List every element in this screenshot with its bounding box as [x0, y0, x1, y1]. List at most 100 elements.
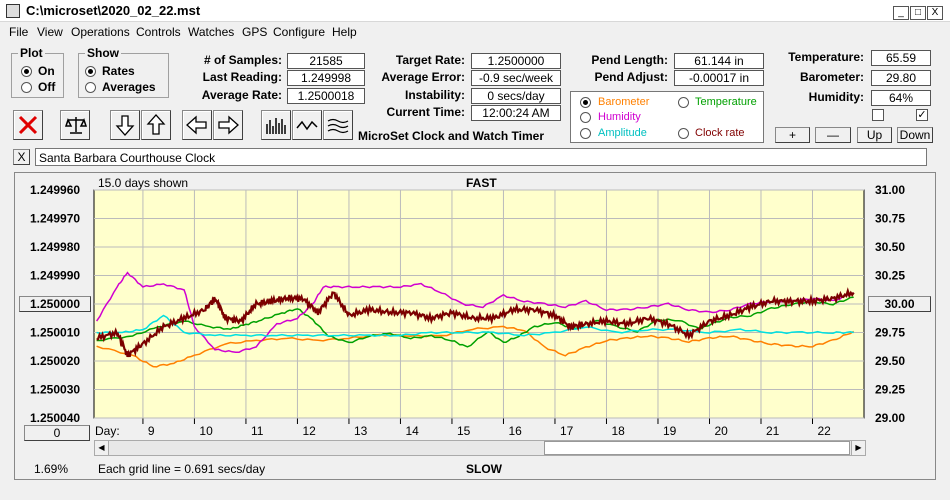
scroll-left-icon[interactable]: ◀ [95, 441, 109, 455]
bar-view-button[interactable] [261, 110, 291, 140]
temperature-value: 65.59 [871, 50, 931, 66]
menu-view[interactable]: View [37, 25, 63, 39]
line-view-button[interactable] [292, 110, 322, 140]
barometer-value: 29.80 [871, 70, 931, 86]
horizontal-scrollbar[interactable]: ◀ ▶ [94, 440, 866, 456]
plot-off-label: Off [38, 80, 56, 94]
humidity-radio[interactable] [580, 112, 591, 123]
left-axis-tick-label: 1.250040 [30, 411, 80, 425]
current-time-value: 12:00:24 AM [471, 105, 561, 121]
close-button[interactable]: X [927, 6, 943, 20]
x-tick-label: 10 [199, 424, 213, 438]
arrow-left-button[interactable] [182, 110, 212, 140]
target-rate-label: Target Rate: [395, 53, 465, 67]
scroll-right-icon[interactable]: ▶ [851, 441, 865, 455]
plot-on-radio[interactable] [21, 66, 32, 77]
menu-file[interactable]: File [9, 25, 29, 39]
left-axis-tick-label: 1.249960 [30, 183, 80, 197]
show-rates-radio[interactable] [85, 66, 96, 77]
average-error-value: -0.9 sec/week [471, 70, 561, 86]
x-tick-label: 11 [251, 424, 264, 438]
last-reading-label: Last Reading: [202, 70, 282, 84]
arrow-down-icon [115, 115, 135, 136]
up-button[interactable]: Up [857, 127, 892, 143]
down-button[interactable]: Down [897, 127, 933, 143]
show-averages-radio[interactable] [85, 82, 96, 93]
title-bar: C:\microset\2020_02_22.mst _ □ X [0, 0, 950, 22]
x-tick-label: 16 [508, 424, 522, 438]
barometer-option-label: Barometer [598, 96, 650, 108]
samples-value: 21585 [287, 53, 365, 69]
samples-label: # of Samples: [203, 53, 282, 67]
amplitude-radio[interactable] [580, 128, 591, 139]
arrow-right-icon [218, 115, 239, 135]
plot-off-radio[interactable] [21, 82, 32, 93]
plot-group-legend: Plot [18, 46, 45, 60]
center-rate-button[interactable]: 1.250000 [19, 296, 91, 312]
minus-button[interactable]: — [815, 127, 851, 143]
x-tick-label: 20 [714, 424, 728, 438]
fast-label: FAST [466, 176, 497, 190]
arrow-right-button[interactable] [213, 110, 243, 140]
humidity-option-label: Humidity [598, 111, 641, 123]
scroll-thumb[interactable] [544, 441, 850, 455]
last-reading-value: 1.249998 [287, 70, 365, 86]
smooth-view-button[interactable] [323, 110, 353, 140]
temperature-radio[interactable] [678, 97, 689, 108]
menu-operations[interactable]: Operations [71, 25, 130, 39]
arrow-down-button[interactable] [110, 110, 140, 140]
percent-label: 1.69% [34, 462, 69, 476]
balance-button[interactable] [60, 110, 90, 140]
right-axis-tick-label: 29.00 [875, 411, 905, 425]
left-axis-tick-label: 1.250020 [30, 354, 80, 368]
clear-button[interactable] [13, 110, 43, 140]
arrow-up-icon [146, 114, 166, 135]
minimize-button[interactable]: _ [893, 6, 909, 20]
left-axis-tick-label: 1.249970 [30, 212, 80, 226]
x-tick-label: 21 [766, 424, 780, 438]
sensor-select-panel: Barometer Temperature Humidity Amplitude… [570, 91, 764, 143]
right-axis-tick-label: 30.75 [875, 212, 905, 226]
x-icon [18, 115, 38, 135]
pend-length-label: Pend Length: [591, 53, 668, 67]
right-axis-tick-label: 30.25 [875, 269, 905, 283]
temperature-label: Temperature: [788, 50, 864, 64]
barometer-radio[interactable] [580, 97, 591, 108]
option-checkbox-1[interactable] [872, 109, 884, 121]
humidity-value: 64% [871, 90, 931, 106]
x-tick-label: 13 [354, 424, 368, 438]
instability-label: Instability: [404, 88, 465, 102]
center-sensor-button[interactable]: 30.00 [868, 296, 931, 312]
right-axis-tick-label: 31.00 [875, 183, 905, 197]
x-tick-label: 15 [457, 424, 471, 438]
right-axis-tick-label: 30.50 [875, 240, 905, 254]
balance-scale-icon [64, 117, 88, 134]
option-checkbox-2[interactable]: ✓ [916, 109, 928, 121]
window-title: C:\microset\2020_02_22.mst [26, 3, 201, 18]
arrow-up-button[interactable] [141, 110, 171, 140]
grid-note-label: Each grid line = 0.691 secs/day [98, 462, 266, 476]
zero-button[interactable]: 0 [24, 425, 90, 441]
menu-gps[interactable]: GPS [242, 25, 268, 39]
show-group-legend: Show [85, 46, 121, 60]
average-error-label: Average Error: [381, 70, 465, 84]
app-title-label: MicroSet Clock and Watch Timer [357, 129, 545, 143]
menu-watches[interactable]: Watches [188, 25, 235, 39]
description-input[interactable]: Santa Barbara Courthouse Clock [35, 148, 927, 166]
maximize-button[interactable]: □ [910, 6, 926, 20]
clock-rate-radio[interactable] [678, 128, 689, 139]
plus-button[interactable]: + [775, 127, 810, 143]
x-tick-label: 22 [817, 424, 831, 438]
x-tick-label: 18 [611, 424, 625, 438]
series-line-2 [95, 271, 855, 354]
pend-length-value: 61.144 in [674, 53, 764, 69]
bar-chart-icon [266, 118, 286, 134]
app-icon [6, 4, 20, 18]
description-close-button[interactable]: X [13, 149, 30, 165]
slow-label: SLOW [466, 462, 502, 476]
plot-group: Plot On Off [11, 46, 64, 98]
menu-controls[interactable]: Controls [136, 25, 181, 39]
menu-configure[interactable]: Configure [273, 25, 326, 39]
menu-help[interactable]: Help [332, 25, 357, 39]
